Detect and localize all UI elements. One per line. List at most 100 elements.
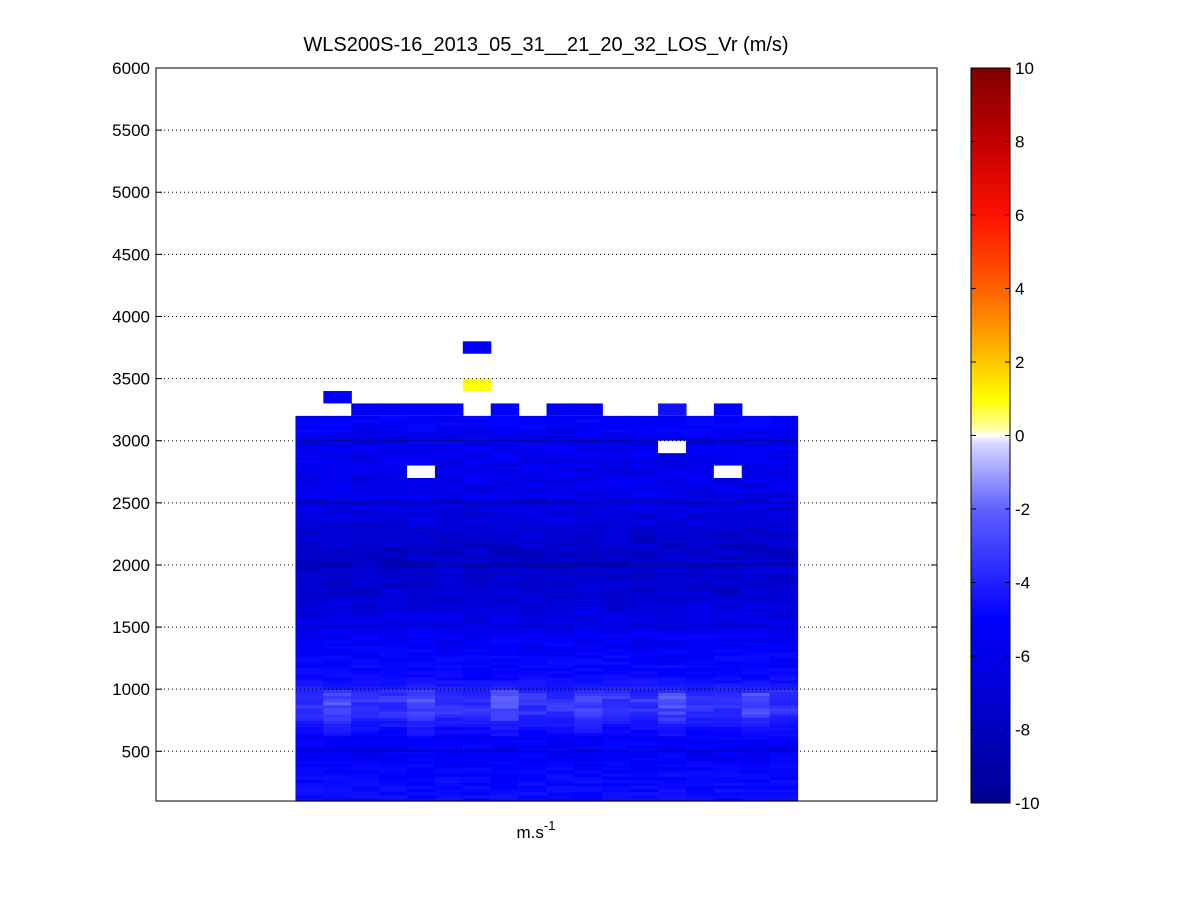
heatmap-cell xyxy=(658,679,687,684)
heatmap-cell xyxy=(434,741,464,746)
heatmap-cell xyxy=(434,797,464,802)
heatmap-cell xyxy=(741,571,771,575)
heatmap-cell xyxy=(379,425,408,429)
heatmap-cell xyxy=(685,723,715,728)
heatmap-cell xyxy=(741,608,771,613)
heatmap-cell xyxy=(351,782,380,787)
heatmap-cell xyxy=(741,676,771,681)
heatmap-cell xyxy=(546,726,575,731)
heatmap-cell xyxy=(518,651,548,656)
heatmap-cell xyxy=(574,788,603,793)
heatmap-cell xyxy=(546,751,575,756)
heatmap-cell xyxy=(490,537,520,541)
heatmap-cell xyxy=(379,549,408,554)
heatmap-cell xyxy=(630,670,659,675)
heatmap-cell xyxy=(602,568,631,572)
heatmap-cell xyxy=(518,686,548,690)
heatmap-cell xyxy=(490,568,520,572)
heatmap-cell xyxy=(518,710,548,715)
heatmap-cell xyxy=(351,676,380,681)
heatmap-cell xyxy=(574,748,603,752)
heatmap-cell xyxy=(741,493,771,498)
heatmap-cell xyxy=(434,518,464,523)
heatmap-cell xyxy=(518,704,548,709)
heatmap-cell xyxy=(295,481,324,485)
heatmap-cell xyxy=(658,586,687,591)
heatmap-cell xyxy=(407,602,436,606)
heatmap-cell xyxy=(407,450,436,454)
heatmap-cell xyxy=(407,614,436,619)
heatmap-cell xyxy=(379,443,408,448)
heatmap-cell xyxy=(295,583,324,588)
heatmap-cell xyxy=(658,794,687,799)
heatmap-cell xyxy=(434,403,464,416)
heatmap-cell xyxy=(323,791,352,796)
heatmap-cell xyxy=(602,661,631,665)
heatmap-cell xyxy=(434,490,464,495)
heatmap-cell xyxy=(546,403,575,416)
heatmap-cell xyxy=(630,732,659,737)
heatmap-cell xyxy=(323,437,352,442)
heatmap-cell xyxy=(379,493,408,498)
heatmap-cell xyxy=(574,462,603,467)
heatmap-cell xyxy=(295,642,324,647)
heatmap-cell xyxy=(713,602,743,606)
heatmap-cell xyxy=(713,481,743,485)
heatmap-cell xyxy=(490,521,520,526)
heatmap-cell xyxy=(351,779,380,783)
heatmap-cell xyxy=(295,450,324,454)
heatmap-cell xyxy=(546,745,575,749)
heatmap-cell xyxy=(295,627,324,631)
heatmap-cell xyxy=(602,496,631,501)
heatmap-cell xyxy=(602,462,631,467)
heatmap-cell xyxy=(462,751,492,756)
heatmap-cell xyxy=(295,797,324,802)
heatmap-cell xyxy=(658,537,687,541)
colorbar-tick-label: 2 xyxy=(1015,353,1024,372)
heatmap-cell xyxy=(574,428,603,432)
heatmap-cell xyxy=(602,530,631,535)
heatmap-cell xyxy=(602,602,631,606)
heatmap-cell xyxy=(407,437,436,442)
heatmap-cell xyxy=(295,431,324,436)
heatmap-cell xyxy=(434,791,464,796)
heatmap-cell xyxy=(518,602,548,606)
heatmap-cell xyxy=(630,738,659,743)
heatmap-cell xyxy=(741,701,771,706)
heatmap-cell xyxy=(295,546,324,551)
heatmap-cell xyxy=(685,418,715,423)
heatmap-cell xyxy=(713,704,743,709)
heatmap-cell xyxy=(434,459,464,464)
heatmap-cell xyxy=(462,549,492,554)
heatmap-cell xyxy=(323,617,352,622)
heatmap-cell xyxy=(630,537,659,541)
heatmap-cell xyxy=(490,630,520,634)
heatmap-cell xyxy=(741,580,771,585)
heatmap-cell xyxy=(685,477,715,482)
heatmap-cell xyxy=(685,738,715,743)
heatmap-cell xyxy=(769,745,799,749)
heatmap-cell xyxy=(351,515,380,519)
heatmap-cell xyxy=(630,493,659,498)
heatmap-cell xyxy=(323,599,352,603)
heatmap-cell xyxy=(462,499,492,504)
heatmap-cell xyxy=(546,564,575,569)
heatmap-cell xyxy=(351,794,380,799)
heatmap-cell xyxy=(379,524,408,529)
heatmap-cell xyxy=(741,446,771,451)
heatmap-cell xyxy=(379,453,408,457)
heatmap-cell xyxy=(462,614,492,619)
heatmap-cell xyxy=(434,564,464,569)
heatmap-cell xyxy=(574,673,603,678)
heatmap-cell xyxy=(379,614,408,619)
heatmap-cell xyxy=(574,645,603,650)
heatmap-cell xyxy=(323,537,352,541)
heatmap-cell xyxy=(602,505,631,510)
heatmap-cell xyxy=(434,425,464,429)
heatmap-cell xyxy=(574,527,603,532)
heatmap-cell xyxy=(685,499,715,504)
heatmap-cell xyxy=(602,633,631,637)
heatmap-cell xyxy=(658,766,687,771)
heatmap-cell xyxy=(490,782,520,787)
heatmap-cell xyxy=(407,679,436,684)
